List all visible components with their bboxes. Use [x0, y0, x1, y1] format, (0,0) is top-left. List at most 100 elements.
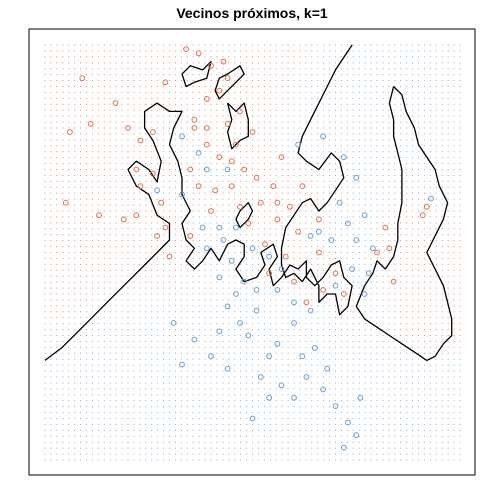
grid-dot [74, 252, 76, 253]
grid-dot [364, 169, 366, 170]
grid-dot [370, 459, 372, 461]
grid-dot [352, 56, 354, 58]
grid-dot [240, 441, 242, 443]
grid-dot [163, 121, 165, 123]
grid-dot [346, 109, 348, 111]
grid-dot [287, 406, 289, 408]
grid-dot [311, 234, 313, 236]
grid-dot [204, 329, 206, 331]
grid-dot [281, 329, 283, 331]
grid-dot [293, 364, 295, 366]
grid-dot [192, 86, 194, 87]
grid-dot [174, 400, 176, 402]
grid-dot [169, 305, 170, 307]
grid-dot [192, 394, 194, 396]
grid-dot [68, 453, 70, 455]
grid-dot [204, 453, 206, 455]
grid-dot [370, 228, 372, 230]
grid-dot [151, 287, 153, 289]
grid-dot [329, 257, 331, 259]
grid-dot [293, 62, 295, 64]
grid-dot [335, 329, 336, 331]
grid-dot [246, 382, 248, 384]
grid-dot [447, 435, 449, 437]
grid-dot [346, 228, 348, 230]
grid-dot [139, 257, 141, 259]
grid-dot [44, 133, 46, 135]
grid-dot [305, 62, 307, 64]
grid-dot [358, 169, 360, 170]
grid-dot [388, 216, 390, 218]
grid-dot [228, 198, 230, 200]
grid-dot [406, 163, 408, 165]
grid-dot [91, 139, 93, 141]
grid-dot [127, 459, 129, 461]
grid-dot [388, 192, 390, 194]
grid-dot [139, 133, 141, 135]
grid-dot [275, 269, 277, 271]
grid-dot [435, 97, 437, 99]
grid-dot [358, 192, 360, 194]
grid-dot [364, 364, 366, 366]
grid-dot [68, 412, 70, 414]
grid-dot [210, 139, 212, 141]
grid-dot [252, 56, 253, 58]
grid-dot [121, 103, 123, 105]
grid-dot [412, 180, 414, 182]
grid-dot [435, 388, 437, 390]
grid-dot [246, 174, 248, 176]
grid-dot [429, 329, 431, 331]
grid-dot [115, 388, 117, 390]
grid-dot [346, 68, 348, 70]
grid-dot [228, 62, 230, 64]
grid-dot [169, 340, 170, 342]
grid-dot [246, 429, 248, 431]
grid-dot [240, 169, 242, 170]
grid-dot [311, 222, 313, 224]
grid-dot [109, 228, 111, 230]
grid-dot [157, 91, 159, 93]
grid-dot [441, 412, 443, 414]
grid-dot [127, 234, 129, 236]
grid-dot [287, 222, 289, 224]
grid-dot [234, 139, 236, 141]
grid-dot [103, 216, 105, 218]
grid-dot [287, 157, 289, 159]
grid-dot [305, 305, 307, 307]
grid-dot [157, 435, 159, 437]
grid-dot [103, 275, 105, 277]
grid-dot [228, 453, 230, 455]
grid-dot [186, 293, 188, 295]
grid-dot [340, 198, 342, 200]
grid-dot [252, 151, 253, 153]
grid-dot [263, 163, 265, 165]
grid-dot [406, 311, 408, 313]
grid-dot [240, 180, 242, 182]
grid-dot [204, 317, 206, 319]
grid-dot [370, 376, 372, 378]
grid-dot [186, 269, 188, 271]
grid-dot [305, 429, 307, 431]
grid-dot [91, 210, 93, 212]
grid-dot [459, 406, 461, 408]
grid-dot [157, 423, 159, 425]
grid-dot [453, 346, 455, 348]
grid-dot [370, 352, 372, 354]
grid-dot [317, 287, 319, 289]
grid-dot [317, 68, 319, 70]
grid-dot [68, 174, 70, 176]
grid-dot [412, 358, 414, 360]
grid-dot [157, 263, 159, 265]
grid-dot [68, 222, 70, 224]
grid-dot [180, 317, 182, 319]
grid-dot [453, 358, 455, 360]
grid-dot [299, 275, 301, 277]
grid-dot [281, 376, 283, 378]
grid-dot [311, 62, 313, 64]
grid-dot [97, 86, 99, 87]
grid-dot [441, 240, 443, 242]
grid-dot [435, 317, 437, 319]
grid-dot [133, 311, 135, 313]
grid-dot [127, 412, 129, 414]
grid-dot [459, 335, 461, 336]
